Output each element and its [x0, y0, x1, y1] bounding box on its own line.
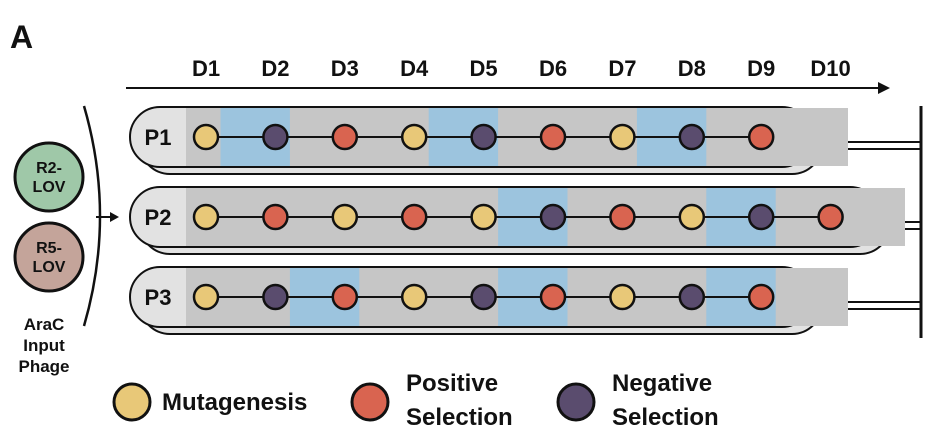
negative-stage-circle — [747, 203, 775, 231]
positive-stage-circle — [400, 203, 428, 231]
mutagenesis-stage-circle — [331, 203, 359, 231]
input-phage-circle — [13, 221, 85, 293]
passage-tracks: P1 P2 P3 — [129, 106, 921, 335]
negative-stage-circle — [678, 123, 706, 151]
input-arrowhead — [110, 212, 119, 222]
mutagenesis-stage-circle — [609, 123, 636, 151]
positive-stage-circle — [747, 283, 775, 311]
day-label: D6 — [539, 56, 567, 81]
mutagenesis-stage-circle — [400, 123, 428, 151]
passage-label: P2 — [145, 205, 172, 230]
legend: Mutagenesis Positive Selection Negative Sele… — [112, 370, 719, 431]
day-label: D9 — [747, 56, 775, 81]
input-caption: AraC — [24, 315, 65, 334]
timeline-arrowhead — [878, 82, 890, 94]
input-phage-label: R2- — [36, 160, 62, 177]
negative-stage-circle — [470, 123, 497, 151]
positive-stage-circle — [539, 283, 567, 311]
mutagenesis-stage-circle — [192, 203, 220, 231]
negative-stage-circle — [539, 203, 567, 231]
positive-stage-circle — [747, 123, 775, 151]
day-label: D3 — [331, 56, 359, 81]
negative-stage-circle — [262, 123, 289, 151]
mutagenesis-stage-circle — [192, 123, 220, 151]
panel-label: A — [10, 19, 33, 55]
day-label: D10 — [810, 56, 850, 81]
input-phage-label: LOV — [33, 259, 66, 276]
day-label: D2 — [261, 56, 289, 81]
negative-stage-circle — [678, 283, 706, 311]
positive-stage-circle — [262, 203, 289, 231]
day-label: D1 — [192, 56, 220, 81]
negative-stage-circle — [262, 283, 289, 311]
positive-stage-circle — [609, 203, 636, 231]
mutagenesis-stage-circle — [678, 203, 706, 231]
day-label: D7 — [608, 56, 636, 81]
mutagenesis-stage-circle — [609, 283, 636, 311]
positive-stage-circle — [817, 203, 844, 231]
positive-stage-circle — [331, 283, 359, 311]
legend-label: Mutagenesis — [162, 389, 307, 416]
positive-legend-swatch — [350, 382, 390, 422]
legend-label: Selection — [406, 404, 513, 431]
legend-label: Negative — [612, 370, 712, 397]
passage-p1: P1 — [129, 106, 921, 175]
input-caption: Input — [23, 336, 65, 355]
mutagenesis-stage-circle — [470, 203, 497, 231]
passage-label: P1 — [145, 125, 172, 150]
passage-label: P3 — [145, 285, 172, 310]
day-label: D8 — [678, 56, 706, 81]
day-header: D1 D2 D3 D4 D5 D6 D7 D8 D9 D10 — [126, 56, 923, 338]
day-label: D4 — [400, 56, 429, 81]
input-phages: R2- LOV R5- LOV AraC Input Phage — [13, 105, 119, 376]
input-caption: Phage — [18, 357, 69, 376]
input-phage-label: LOV — [33, 179, 66, 196]
input-phage-circle — [13, 141, 85, 213]
positive-stage-circle — [331, 123, 359, 151]
passage-p3: P3 — [129, 266, 921, 335]
legend-label: Selection — [612, 404, 719, 431]
negative-legend-swatch — [556, 382, 596, 422]
legend-label: Positive — [406, 370, 498, 397]
negative-stage-circle — [470, 283, 497, 311]
day-label: D5 — [470, 56, 498, 81]
mutagenesis-legend-swatch — [112, 382, 152, 422]
mutagenesis-stage-circle — [192, 283, 220, 311]
input-phage-label: R5- — [36, 240, 62, 257]
passage-p2: P2 — [129, 186, 921, 255]
mutagenesis-stage-circle — [400, 283, 428, 311]
positive-stage-circle — [539, 123, 567, 151]
